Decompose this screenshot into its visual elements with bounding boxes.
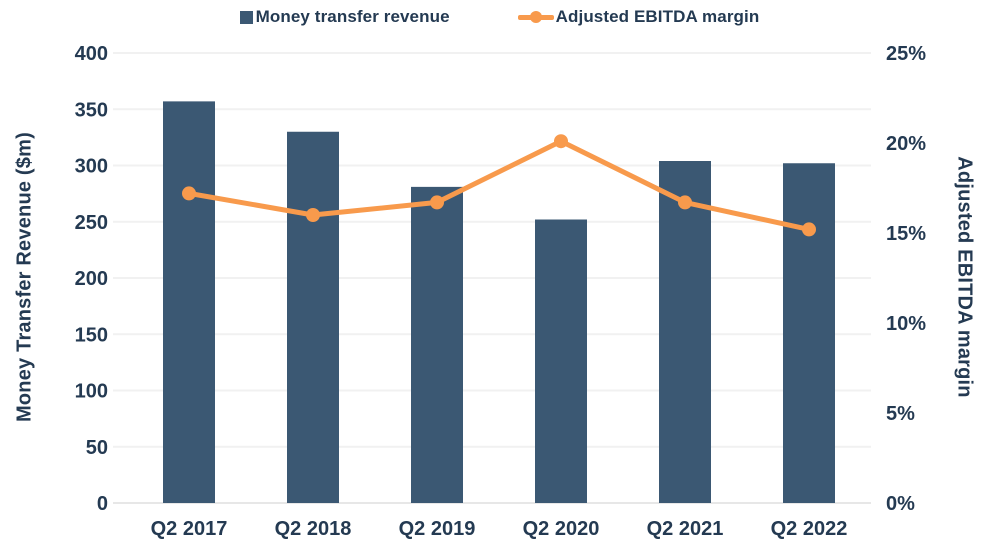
right-axis-tick: 0% <box>886 493 915 515</box>
ebitda-marker-q2-2017 <box>182 186 196 201</box>
bar-q2-2021 <box>659 161 711 503</box>
left-axis-title: Money Transfer Revenue ($m) <box>13 132 36 422</box>
left-axis-tick: 50 <box>86 437 108 459</box>
bar-q2-2018 <box>287 131 339 503</box>
bar-q2-2017 <box>163 101 215 503</box>
legend-item-ebitda: Adjusted EBITDA margin <box>517 7 760 27</box>
left-axis-tick: 100 <box>75 381 108 403</box>
legend-label-ebitda: Adjusted EBITDA margin <box>555 7 760 26</box>
bar-q2-2022 <box>783 163 835 503</box>
left-axis-tick: 300 <box>75 156 108 178</box>
bar-swatch-icon <box>239 10 253 24</box>
line-marker-swatch-icon <box>517 11 554 24</box>
left-axis-tick: 250 <box>75 212 108 234</box>
legend: Money transfer revenue Adjusted EBITDA m… <box>0 7 999 27</box>
ebitda-marker-q2-2018 <box>306 208 320 222</box>
ebitda-marker-q2-2021 <box>678 195 692 210</box>
x-axis-labels: Q2 2017 Q2 2018 Q2 2019 Q2 2020 Q2 2021 Q2 20… <box>151 518 848 540</box>
ebitda-marker-q2-2019 <box>430 195 444 210</box>
line-series <box>182 134 816 237</box>
left-axis-tick: 150 <box>75 324 108 346</box>
right-axis-tick: 25% <box>886 43 926 65</box>
x-axis-label: Q2 2020 <box>523 518 600 540</box>
right-axis-tick: 10% <box>886 313 926 335</box>
ebitda-line <box>186 138 812 232</box>
ebitda-marker-q2-2020 <box>554 134 568 149</box>
bar-q2-2019 <box>411 186 463 503</box>
right-axis-tick: 5% <box>886 403 915 425</box>
right-axis-tick: 20% <box>886 133 926 155</box>
right-axis-tick: 15% <box>886 223 926 245</box>
right-axis-ticks: 0% 5% 10% 15% 20% 25% <box>886 43 926 515</box>
x-axis-label: Q2 2019 <box>399 518 476 540</box>
left-axis-tick: 350 <box>75 99 108 121</box>
x-axis-label: Q2 2021 <box>647 518 724 540</box>
left-axis-tick: 0 <box>97 493 108 515</box>
x-axis-label: Q2 2018 <box>275 518 352 540</box>
left-axis-tick: 200 <box>75 268 108 290</box>
left-axis-tick: 400 <box>75 43 108 65</box>
left-axis-ticks: 0 50 100 150 200 250 300 350 400 <box>75 43 108 515</box>
x-axis-label: Q2 2022 <box>771 518 848 540</box>
bar-series <box>163 101 835 503</box>
legend-label-revenue: Money transfer revenue <box>255 7 450 26</box>
ebitda-marker-q2-2022 <box>802 222 816 237</box>
legend-item-revenue: Money transfer revenue <box>239 7 450 27</box>
x-axis-label: Q2 2017 <box>151 518 228 540</box>
bar-q2-2020 <box>535 219 587 503</box>
right-axis-title: Adjusted EBITDA margin <box>953 156 976 398</box>
gridlines <box>113 52 871 504</box>
